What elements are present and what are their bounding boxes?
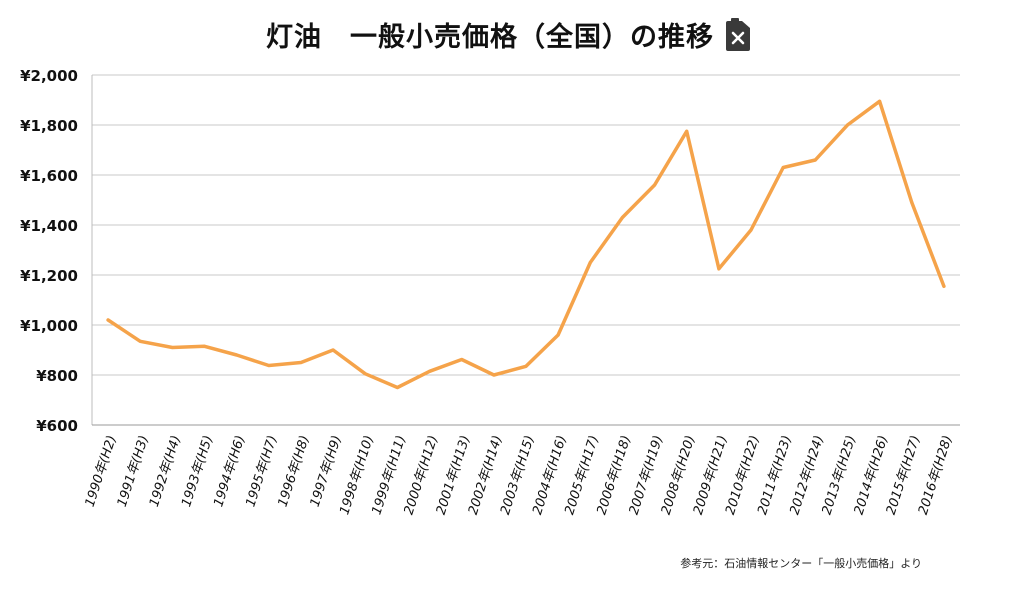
data-point	[138, 339, 142, 343]
data-point	[749, 228, 753, 232]
data-point	[781, 166, 785, 169]
data-point	[653, 183, 657, 187]
y-tick-label: ¥1,800	[20, 117, 78, 135]
data-point	[524, 364, 528, 368]
data-point	[942, 284, 946, 288]
data-point	[588, 261, 592, 264]
x-tick-label: 1995年(H7)	[243, 434, 280, 509]
data-point	[492, 373, 496, 377]
x-tick-label: 1991年(H3)	[115, 434, 152, 509]
data-point	[685, 129, 689, 133]
x-tick-label: 1993年(H5)	[179, 434, 216, 509]
series-line	[106, 99, 946, 390]
data-point	[299, 361, 303, 364]
data-point	[717, 267, 721, 271]
x-tick-label: 1997年(H9)	[308, 434, 345, 509]
data-point	[556, 333, 560, 337]
data-point	[170, 346, 174, 349]
y-tick-label: ¥1,600	[20, 167, 78, 185]
title-row: 灯油 一般小売価格（全国）の推移	[0, 14, 1018, 54]
x-tick-label: 2016年(H28)	[916, 434, 956, 517]
data-point	[813, 158, 817, 162]
data-point	[395, 386, 399, 389]
source-note: 参考元：石油情報センター「一般小売価格」より	[680, 557, 922, 570]
fuel-can-icon	[726, 18, 750, 51]
data-point	[363, 372, 367, 376]
x-tick-label: 1994年(H6)	[211, 434, 248, 509]
y-tick-label: ¥1,200	[20, 267, 78, 285]
data-point	[460, 358, 464, 361]
chart-title: 灯油 一般小売価格（全国）の推移	[266, 21, 714, 53]
y-tick-label: ¥1,400	[20, 217, 78, 235]
x-tick-label: 1992年(H4)	[147, 434, 184, 509]
y-tick-label: ¥600	[36, 417, 78, 435]
data-point	[428, 369, 432, 373]
data-point	[910, 201, 914, 204]
data-point	[845, 123, 849, 127]
data-point	[203, 344, 207, 348]
x-tick-label: 1996年(H8)	[276, 434, 313, 509]
data-point	[106, 318, 110, 322]
data-point	[331, 348, 335, 352]
y-tick-label: ¥1,000	[20, 317, 78, 335]
data-point	[235, 353, 239, 357]
data-point	[267, 364, 271, 367]
data-point	[878, 99, 882, 103]
y-tick-label: ¥2,000	[20, 67, 78, 85]
x-tick-label: 1990年(H2)	[83, 434, 120, 509]
data-point	[620, 216, 624, 219]
y-tick-label: ¥800	[36, 367, 78, 385]
